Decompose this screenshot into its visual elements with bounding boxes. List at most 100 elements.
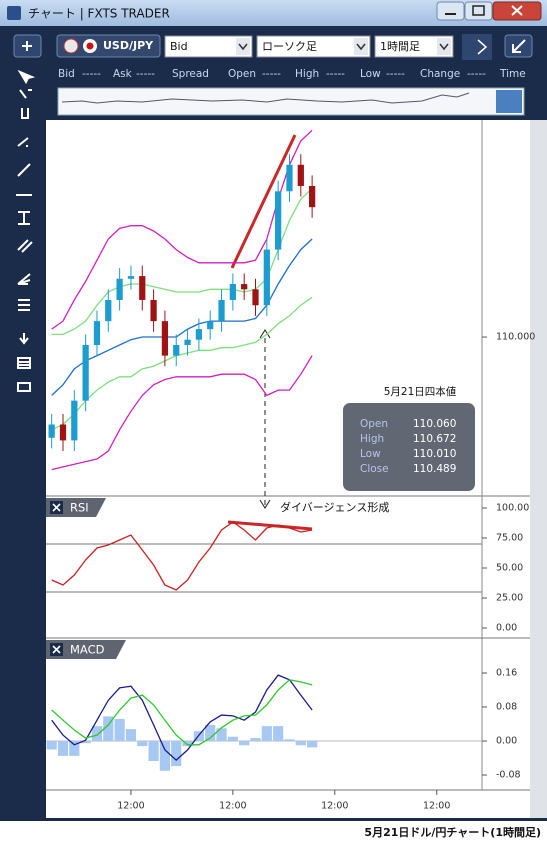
candle-body [105, 299, 112, 322]
candle-body [195, 329, 202, 340]
dropdown-arrow [356, 43, 366, 51]
close-icon [511, 5, 523, 16]
quote-header-item: ----- [262, 68, 281, 80]
quote-value: 110.010 [413, 448, 456, 460]
quote-header-item: Spread [172, 68, 209, 80]
candle-body [48, 424, 55, 438]
y-tick-label: 0.08 [496, 702, 517, 713]
price-side-select[interactable] [164, 35, 253, 58]
candle-body [59, 424, 67, 441]
quote-header: Bid ----- Ask ----- Spread Open ----- High -----… [58, 68, 526, 80]
histogram-bar [307, 741, 318, 748]
chart-type: ローソク足 [262, 40, 317, 53]
candle-body [161, 321, 169, 356]
histogram-bar [103, 716, 114, 742]
quote-box [343, 403, 475, 491]
dropdown-arrow-box [437, 38, 451, 55]
histogram-bar [69, 741, 80, 756]
quote-header-item: Change [420, 68, 460, 80]
x-tick-label: 12:00 [117, 800, 144, 811]
minimize-button[interactable] [436, 1, 465, 21]
x-tick-label: 12:00 [219, 800, 246, 811]
annotation: ダイバージェンス形成 [280, 500, 389, 514]
quote-value: 110.489 [413, 463, 456, 475]
quote-label: Open [360, 418, 388, 430]
quote-header-item: Open [228, 68, 256, 80]
x-tick-label: 12:00 [321, 800, 348, 811]
candle-body [71, 400, 78, 441]
histogram-bar [250, 738, 261, 742]
histogram-bar [171, 741, 182, 767]
histogram-bar [114, 718, 125, 742]
histogram-bar [261, 726, 272, 742]
candle-body [82, 345, 89, 401]
histogram-bar [273, 726, 284, 742]
y-tick-label: -0.08 [496, 770, 521, 781]
quote-value: 110.060 [413, 418, 456, 430]
histogram-bar [159, 741, 171, 771]
arrow-heads [259, 329, 271, 509]
histogram-bar [205, 724, 216, 742]
quote-value: 110.672 [413, 433, 456, 445]
divergence-line-price [230, 134, 297, 269]
series-line [51, 296, 313, 431]
histogram-bar [148, 741, 159, 761]
overview-button[interactable] [496, 90, 522, 113]
timeframe: 1時間足 [380, 40, 420, 53]
y-tick-label: 100.00 [496, 503, 529, 514]
overview-line [61, 92, 470, 104]
flag-jp-dot [86, 42, 94, 50]
quote-header-item: Time [499, 68, 526, 80]
series-line [51, 355, 313, 471]
add-icon [22, 41, 32, 51]
undock-icon [512, 39, 526, 53]
macd-title: MACD [70, 643, 105, 657]
chart-type-select[interactable] [256, 35, 371, 58]
caption: 5月21日ドル/円チャート(1時間足) [364, 825, 541, 839]
window-title: チャート | FXTS TRADER [28, 7, 170, 21]
series-line [51, 674, 313, 761]
candle-body [116, 278, 123, 300]
histogram-bar [125, 729, 137, 742]
panel-toggle[interactable] [462, 34, 492, 60]
timeframe-select[interactable] [374, 35, 454, 58]
candle-body [93, 321, 101, 345]
candle-body [207, 321, 214, 330]
dropdown-arrow [238, 43, 248, 51]
candle-body [263, 249, 270, 306]
histogram-bar [239, 741, 250, 746]
x-tick-label: 12:00 [423, 800, 450, 811]
quote-header-item: ----- [82, 68, 101, 80]
app-icon [7, 6, 21, 20]
close-icon [52, 645, 61, 654]
candle-body [241, 284, 248, 290]
histogram-bar [46, 741, 57, 750]
divergence-line-rsi [227, 520, 313, 531]
symbol: USD/JPY [103, 39, 154, 52]
symbol-button[interactable] [56, 34, 161, 58]
histogram-bar [216, 728, 227, 742]
candle-body [139, 276, 146, 300]
histogram-bar [182, 741, 193, 747]
quote-header-item: High [295, 68, 319, 80]
maximize-button[interactable] [464, 1, 493, 21]
y-tick-label: 75.00 [496, 533, 523, 544]
quote-header-item: Low [360, 68, 381, 80]
series-line [51, 129, 313, 330]
series-line [51, 679, 313, 746]
quote-header-item: ----- [386, 68, 405, 80]
left-toolbar [0, 120, 46, 820]
quote-header-item: ----- [467, 68, 486, 80]
quote-label: Close [360, 463, 389, 475]
rsi-title: RSI [70, 501, 89, 515]
y-tick-label: 50.00 [496, 563, 523, 574]
candle-body [275, 191, 282, 250]
price-side: Bid [170, 40, 188, 53]
panel-toggle-icon [477, 39, 488, 55]
candle-body [150, 299, 157, 322]
bottom-frame [0, 818, 547, 821]
candle-body [252, 289, 259, 306]
candle-body [173, 345, 180, 356]
dropdown-arrow [439, 43, 449, 51]
histogram-bar [295, 741, 306, 746]
